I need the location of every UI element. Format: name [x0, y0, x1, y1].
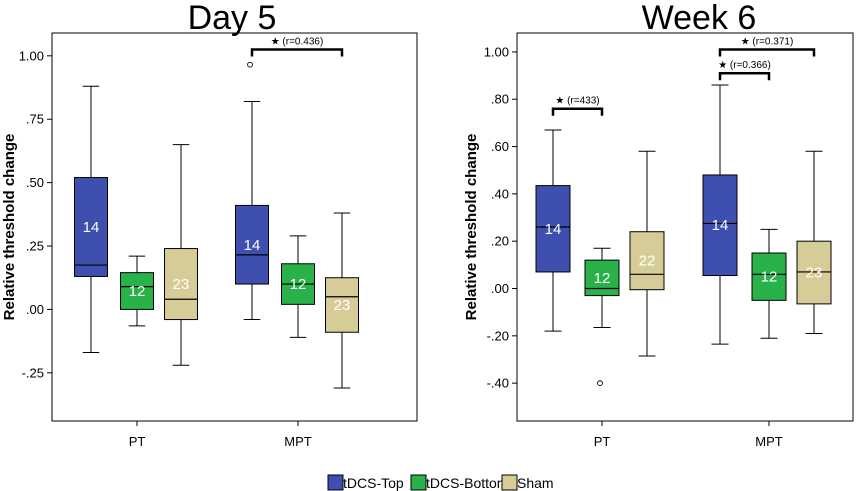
significance-bracket: ★ (r=0.436) — [250, 36, 344, 57]
legend-item: tDCS-Bottom — [410, 474, 508, 491]
box-iqr — [74, 177, 108, 277]
box-tdcs-top-pt: 14 — [74, 85, 108, 354]
box-iqr — [702, 174, 738, 276]
x-tick-label: MPT — [755, 434, 783, 449]
y-tick-label: -.40 — [487, 376, 509, 391]
box-iqr — [584, 259, 620, 297]
box-iqr — [325, 277, 359, 333]
y-tick-label: .80 — [491, 92, 509, 107]
box-iqr — [235, 204, 269, 285]
plot-frame — [51, 32, 418, 422]
legend-item: tDCS-Top — [327, 474, 404, 491]
legend-swatch — [410, 474, 427, 491]
y-tick-label: .60 — [491, 139, 509, 154]
sample-size-label: 14 — [712, 217, 729, 234]
y-tick-label: -.25 — [22, 365, 44, 380]
x-tick-label: PT — [594, 434, 611, 449]
legend: tDCS-Top tDCS-Bottom Sham — [327, 474, 554, 491]
sample-size-label: 23 — [806, 265, 823, 282]
x-tick-label: PT — [129, 434, 146, 449]
bracket-line — [551, 107, 604, 116]
y-tick-label: .00 — [491, 281, 509, 296]
chart-title: Week 6 — [642, 0, 757, 37]
legend-label: tDCS-Bottom — [426, 475, 508, 491]
box-iqr — [164, 248, 198, 321]
legend-label: Sham — [517, 475, 554, 491]
plot-frame — [516, 32, 854, 422]
legend-swatch — [501, 474, 518, 491]
bracket-line — [718, 48, 816, 57]
x-tick-label: MPT — [284, 434, 312, 449]
panel-day5: Day 5 Relative threshold change -.25 .00 .25… — [1, 0, 418, 449]
box-tdcs-bottom-mpt: 12 — [281, 235, 315, 338]
significance-bracket: ★ (r=0.366) — [718, 60, 771, 81]
y-tick-label: 1.00 — [484, 44, 509, 59]
y-tick-label: .50 — [26, 175, 44, 190]
box-tdcs-top-pt: 14 — [535, 129, 571, 332]
box-iqr — [629, 231, 665, 291]
box-tdcs-top-mpt: 14 — [702, 84, 738, 345]
outlier-point — [247, 61, 253, 68]
significance-label: ★ (r=0.366) — [718, 60, 771, 71]
significance-label: ★ (r=0.371) — [741, 37, 794, 48]
significance-bracket: ★ (r=433) — [551, 96, 604, 116]
box-tdcs-bottom-pt: 12 — [584, 247, 620, 386]
box-sham-pt: 22 — [629, 150, 665, 357]
box-iqr — [120, 272, 154, 310]
bracket-line — [250, 48, 344, 57]
sample-size-label: 12 — [290, 276, 307, 293]
box-iqr — [751, 252, 787, 301]
box-sham-pt: 23 — [164, 144, 198, 366]
sample-size-label: 23 — [334, 297, 351, 314]
box-sham-mpt: 23 — [325, 212, 359, 389]
y-axis-label: Relative threshold change — [463, 134, 480, 321]
box-tdcs-bottom-mpt: 12 — [751, 228, 787, 339]
sample-size-label: 22 — [639, 253, 656, 270]
chart-title: Day 5 — [188, 0, 277, 37]
bracket-line — [718, 71, 771, 81]
sample-size-label: 12 — [129, 283, 146, 300]
legend-swatch — [327, 474, 344, 491]
sample-size-label: 12 — [594, 270, 611, 287]
y-tick-label: .75 — [26, 112, 44, 127]
significance-bracket: ★ (r=0.371) — [718, 37, 816, 57]
box-tdcs-top-mpt: 14 — [235, 61, 269, 321]
significance-label: ★ (r=433) — [555, 96, 599, 107]
y-tick-label: 1.00 — [19, 48, 44, 63]
sample-size-label: 14 — [545, 221, 562, 238]
y-tick-label: .40 — [491, 186, 509, 201]
sample-size-label: 14 — [244, 237, 261, 254]
sample-size-label: 23 — [173, 276, 190, 293]
box-tdcs-bottom-pt: 12 — [120, 255, 154, 327]
legend-item: Sham — [501, 474, 554, 491]
y-tick-label: .00 — [26, 302, 44, 317]
significance-label: ★ (r=0.436) — [271, 36, 324, 47]
sample-size-label: 12 — [761, 269, 778, 286]
y-tick-label: -.20 — [487, 328, 509, 343]
sample-size-label: 14 — [83, 219, 100, 236]
box-iqr — [535, 185, 571, 273]
y-tick-label: .25 — [26, 239, 44, 254]
panel-week6: Week 6 Relative threshold change -.40 -.20.… — [463, 0, 854, 449]
y-tick-label: .20 — [491, 234, 509, 249]
y-axis-label: Relative threshold change — [1, 134, 18, 321]
outlier-point — [597, 380, 603, 386]
legend-label: tDCS-Top — [343, 475, 404, 491]
box-sham-mpt: 23 — [796, 150, 832, 334]
